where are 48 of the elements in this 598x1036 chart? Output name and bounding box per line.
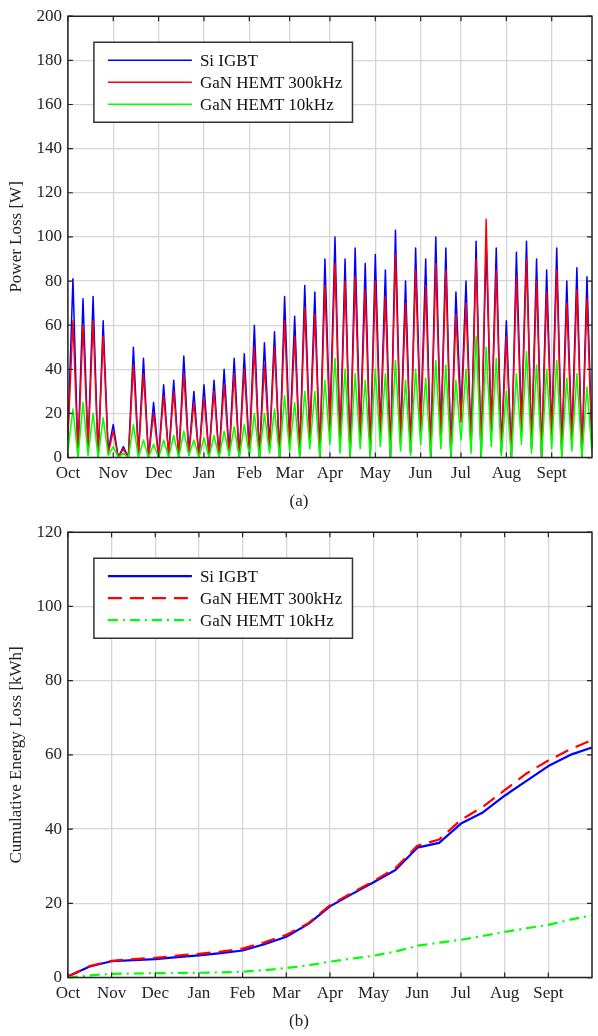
legend-label: GaN HEMT 10kHz xyxy=(199,94,335,114)
y-tick-label: 200 xyxy=(36,5,62,25)
x-tick-label: Jan xyxy=(192,463,216,483)
y-tick-label: 120 xyxy=(36,521,62,541)
x-tick-label: Nov xyxy=(98,463,129,483)
x-tick-label: May xyxy=(358,983,390,1003)
legend-label: Si IGBT xyxy=(199,50,259,70)
y-tick-label: 60 xyxy=(44,314,62,334)
legend-label: GaN HEMT 300kHz xyxy=(199,588,343,608)
x-tick-label: Feb xyxy=(236,463,263,483)
x-tick-label: Dec xyxy=(141,983,170,1003)
y-tick-label: 40 xyxy=(44,818,62,838)
legend-label: GaN HEMT 10kHz xyxy=(199,610,335,630)
x-tick-label: Mar xyxy=(275,463,305,483)
y-axis-title: Power Loss [W] xyxy=(5,181,25,293)
x-tick-label: Jun xyxy=(408,463,433,483)
y-tick-label: 100 xyxy=(36,595,62,615)
x-tick-label: Jul xyxy=(451,463,472,483)
x-tick-label: Jun xyxy=(405,983,430,1003)
x-tick-label: Dec xyxy=(144,463,173,483)
x-tick-label: Aug xyxy=(491,463,522,483)
x-tick-label: Apr xyxy=(316,463,344,483)
text: (a) xyxy=(288,490,310,512)
x-tick-label: Feb xyxy=(229,983,256,1003)
y-tick-label: 100 xyxy=(36,226,62,246)
x-tick-label: Sept xyxy=(533,983,564,1003)
x-tick-label: Apr xyxy=(316,983,344,1003)
y-tick-label: 60 xyxy=(44,744,62,764)
x-tick-label: Aug xyxy=(490,983,520,1003)
legend-label: GaN HEMT 300kHz xyxy=(199,72,343,92)
y-tick-label: 180 xyxy=(36,49,62,69)
y-tick-label: 40 xyxy=(44,358,62,378)
y-tick-label: 80 xyxy=(44,670,62,690)
x-tick-label: Mar xyxy=(272,983,301,1003)
y-tick-label: 160 xyxy=(36,93,62,113)
x-tick-label: May xyxy=(359,463,392,483)
y-tick-label: 120 xyxy=(36,182,62,202)
x-tick-label: Sept xyxy=(536,463,568,483)
text: (b) xyxy=(288,1010,310,1032)
x-tick-label: Jul xyxy=(451,983,472,1003)
y-axis-title: Cumulative Energy Loss [kWh] xyxy=(5,646,25,864)
y-tick-label: 20 xyxy=(44,892,62,912)
y-tick-label: 140 xyxy=(36,138,62,158)
legend-label: Si IGBT xyxy=(199,566,259,586)
y-tick-label: 20 xyxy=(44,402,62,422)
y-tick-label: 80 xyxy=(44,270,62,290)
x-tick-label: Jan xyxy=(187,983,211,1003)
x-tick-label: Nov xyxy=(96,983,127,1003)
